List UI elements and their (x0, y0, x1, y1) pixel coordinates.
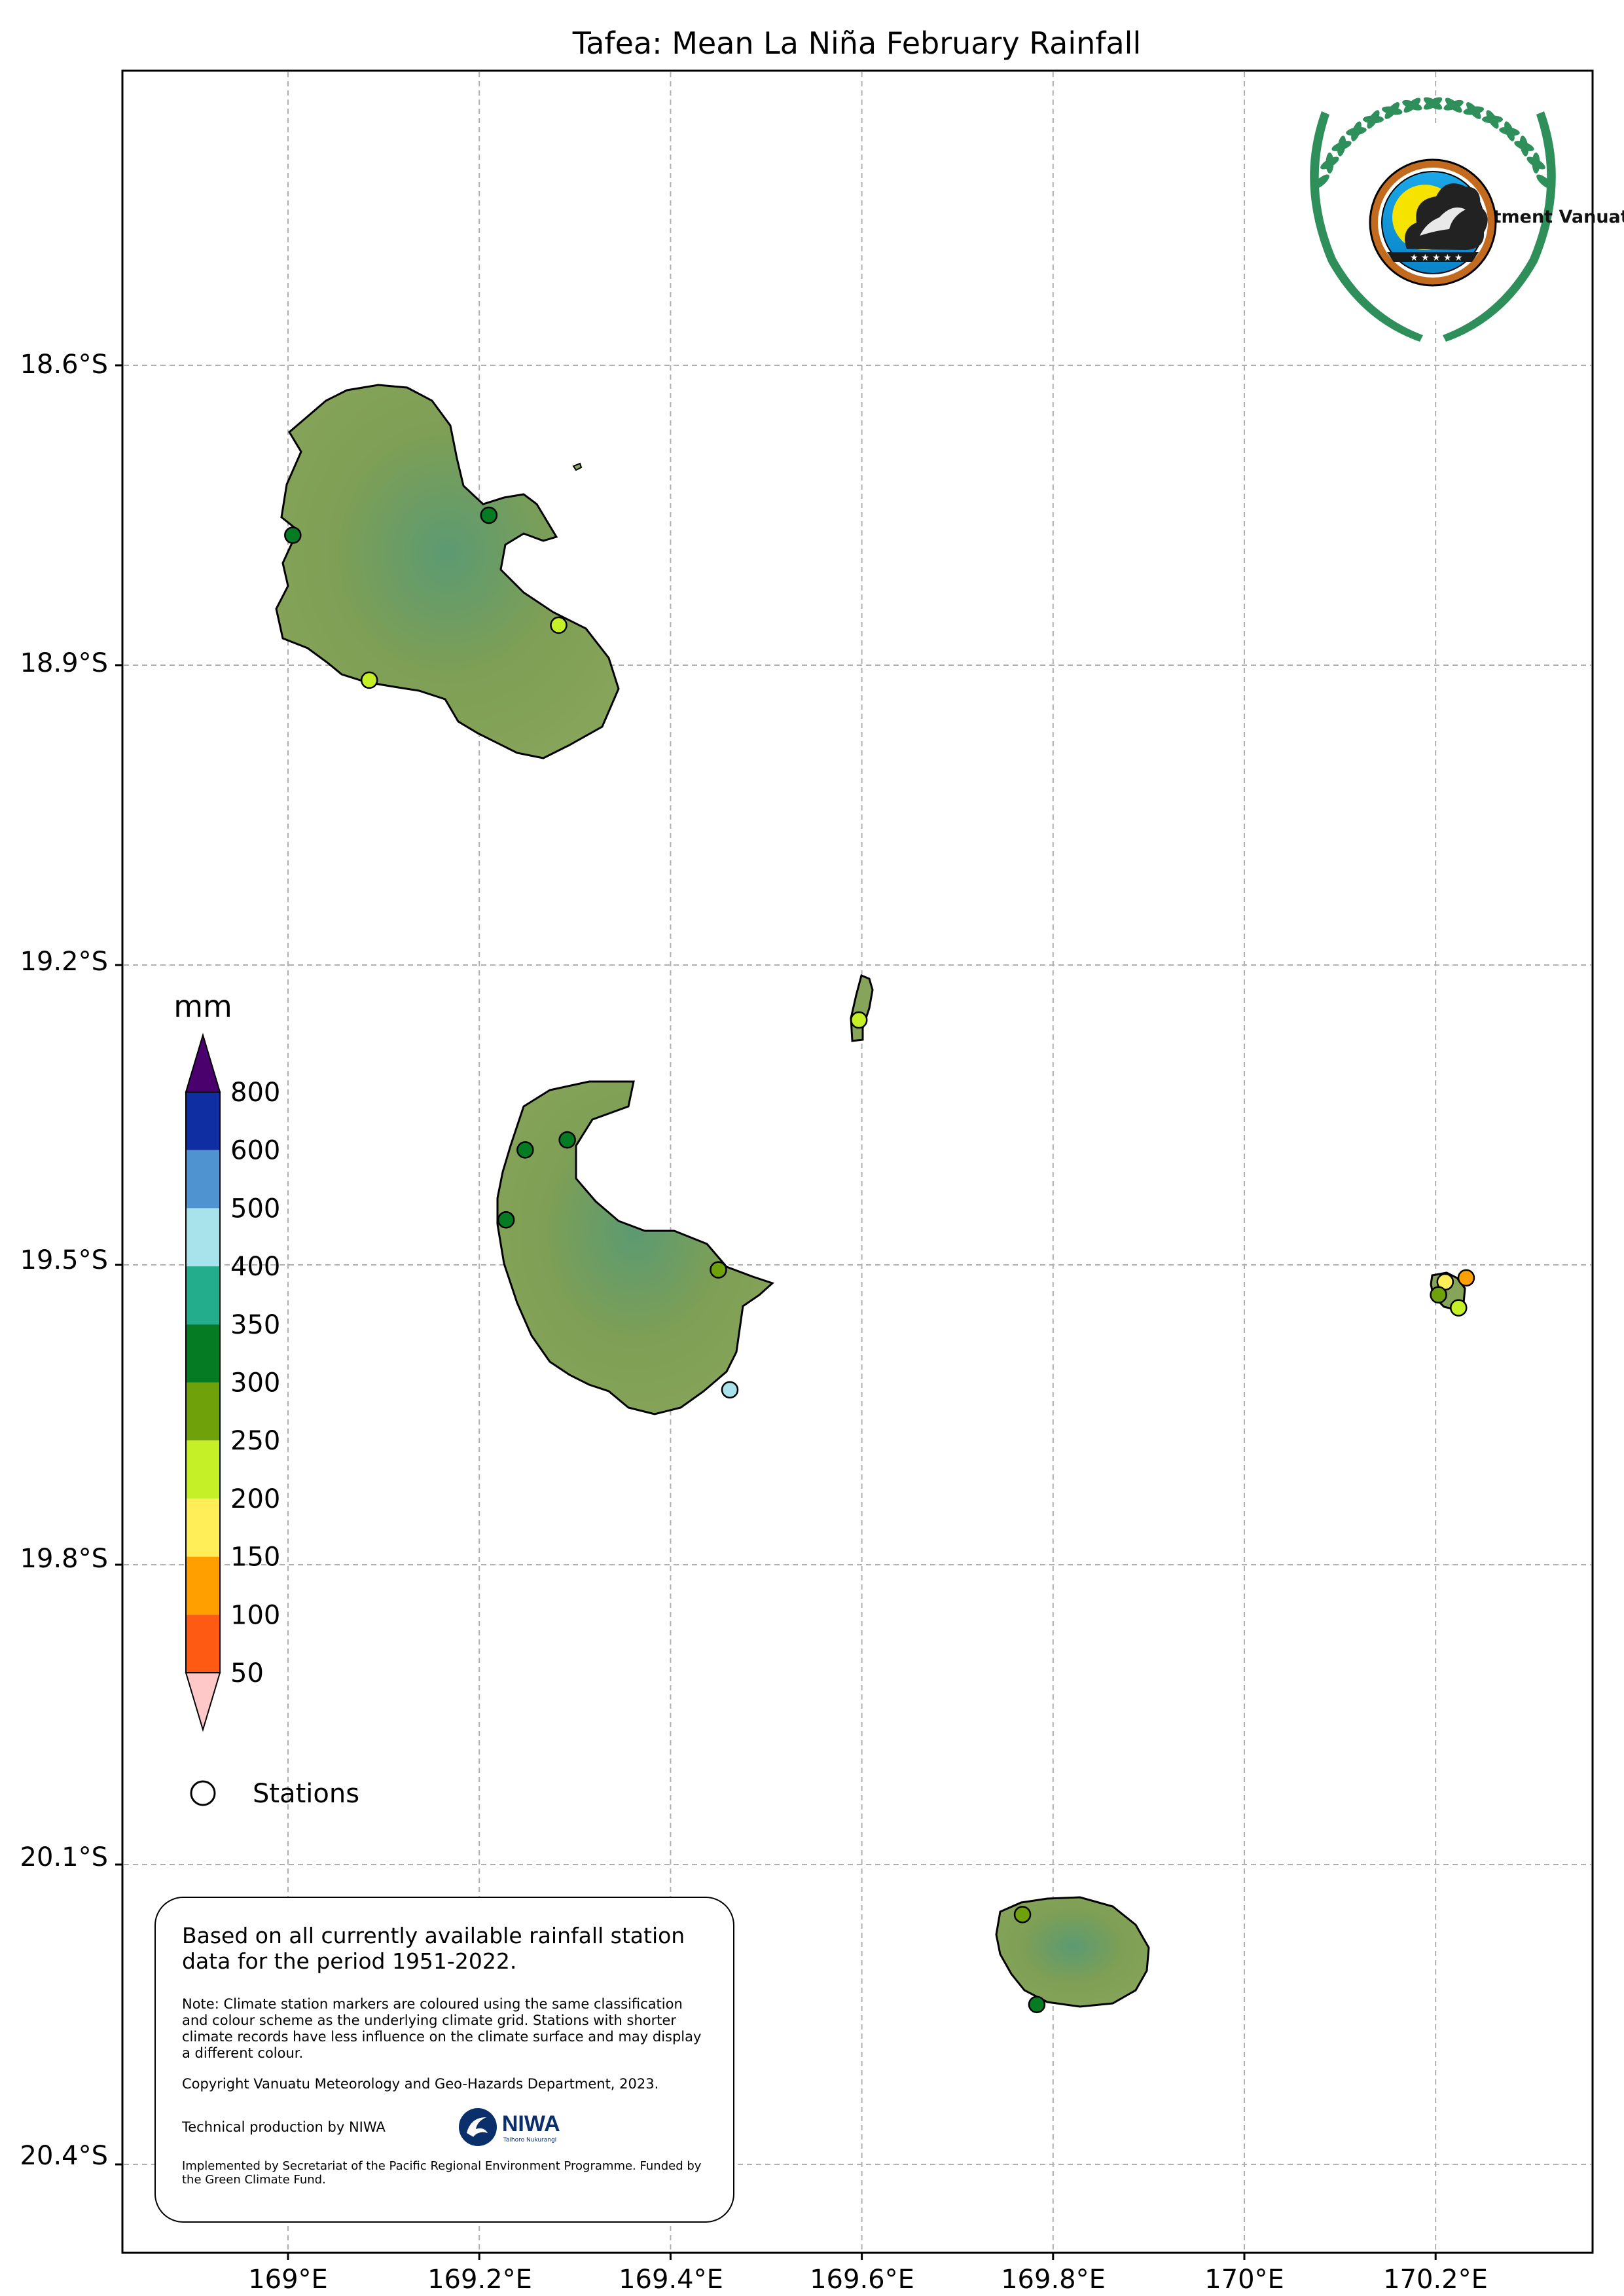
colorbar-tick-label: 800 (230, 1078, 280, 1108)
laurel-wreath-icon (1310, 97, 1556, 342)
vanuatu-meteorology-logo: Department Vanuatu Meteorology and Geo-H… (1310, 97, 1624, 342)
stations-legend-label: Stations (253, 1779, 359, 1809)
niwa-logo-text: NIWA (501, 2111, 560, 2136)
map-title: Tafea: Mean La Niña February Rainfall (572, 26, 1142, 61)
x-tick-label: 169.2°E (427, 2265, 532, 2295)
x-tick-label: 170°E (1204, 2265, 1284, 2295)
graticule (115, 72, 1591, 2260)
station-marker (550, 616, 568, 634)
x-tick-label: 169.8°E (1001, 2265, 1106, 2295)
laurel-leaf (1499, 127, 1520, 136)
aneityum-island (995, 1896, 1150, 2008)
stations-legend-marker (190, 1780, 216, 1806)
colorbar-tick-label: 250 (230, 1426, 280, 1456)
islet (572, 462, 583, 471)
y-tick-label: 19.2°S (20, 947, 108, 977)
islands (275, 384, 1466, 2008)
colorbar-tick-label: 400 (230, 1252, 280, 1282)
technical-production-row: Technical production by NIWA NIWA Taihor… (182, 2107, 707, 2147)
x-tick-label: 169°E (248, 2265, 328, 2295)
note-copyright-text: Copyright Vanuatu Meteorology and Geo-Ha… (182, 2076, 659, 2092)
station-marker (497, 1211, 515, 1229)
colorbar-tick-label: 100 (230, 1600, 280, 1630)
station-marker (284, 526, 302, 544)
erromango-island (275, 384, 620, 759)
colorbar-tick-label: 150 (230, 1542, 280, 1573)
colorbar-outline (185, 1091, 221, 1673)
note-detail-text: Note: Climate station markers are colour… (182, 1996, 702, 2061)
colorbar-tick-label: 350 (230, 1310, 280, 1340)
station-marker (360, 671, 378, 689)
station-marker (558, 1131, 576, 1149)
station-marker (1028, 1995, 1046, 2013)
y-tick-label: 19.8°S (20, 1544, 108, 1574)
laurel-leaf (1463, 106, 1485, 115)
colorbar-tick-label: 300 (230, 1368, 280, 1398)
colorbar-bin (186, 1092, 220, 1150)
colorbar-bin (186, 1324, 220, 1383)
niwa-swirl-icon (458, 2108, 497, 2146)
colorbar-bin (186, 1614, 220, 1673)
colorbar-tick-label: 50 (230, 1658, 264, 1688)
station-marker (1013, 1906, 1032, 1923)
x-tick-label: 169.4°E (619, 2265, 723, 2295)
latitude-axis: 18.6°S 18.9°S 19.2°S 19.5°S 19.8°S 20.1°… (20, 350, 108, 2171)
station-marker (850, 1011, 868, 1029)
y-tick-label: 18.9°S (20, 648, 108, 678)
niwa-sub-text: Taihoro Nukurangi (503, 2136, 557, 2143)
station-marker (516, 1141, 534, 1159)
laurel-leaf (1363, 115, 1384, 124)
x-tick-label: 169.6°E (810, 2265, 914, 2295)
laurel-leaf (1526, 156, 1545, 170)
station-marker (1450, 1299, 1468, 1317)
colorbar-bin (186, 1266, 220, 1324)
svg-text:★ ★ ★ ★ ★: ★ ★ ★ ★ ★ (1410, 253, 1463, 263)
colorbar-tick-label: 500 (230, 1194, 280, 1224)
station-marker (1430, 1286, 1447, 1304)
colorbar-tick-label: 600 (230, 1136, 280, 1166)
station-marker (480, 506, 498, 524)
laurel-leaf (1331, 141, 1352, 151)
laurel-leaf (1402, 100, 1422, 111)
colorbar-unit: mm (173, 989, 232, 1024)
station-marker (721, 1381, 739, 1399)
colorbar-bin (186, 1208, 220, 1267)
y-tick-label: 20.1°S (20, 1842, 108, 1872)
y-tick-label: 18.6°S (20, 350, 108, 380)
laurel-leaf (1443, 100, 1464, 111)
station-marker (710, 1261, 727, 1279)
laurel-leaf (1514, 141, 1534, 151)
note-implemented-text: Implemented by Secretariat of the Pacifi… (182, 2159, 702, 2187)
tanna-island (496, 1080, 774, 1415)
colorbar-bin (186, 1150, 220, 1209)
y-tick-label: 20.4°S (20, 2141, 108, 2171)
niwa-logo: NIWA Taihoro Nukurangi (458, 2107, 560, 2147)
longitude-axis: 169°E 169.2°E 169.4°E 169.6°E 169.8°E 17… (248, 2265, 1488, 2295)
laurel-leaf (1536, 174, 1553, 190)
colorbar-bin (186, 1382, 220, 1441)
y-tick-label: 19.5°S (20, 1245, 108, 1275)
colorbar-bin (186, 1556, 220, 1615)
technical-production-text: Technical production by NIWA (182, 2119, 386, 2135)
colorbar-bin (186, 1498, 220, 1557)
colorbar-bin (186, 1440, 220, 1499)
colorbar-tick-label: 200 (230, 1484, 280, 1514)
x-tick-label: 170.2°E (1383, 2265, 1488, 2295)
laurel-leaf (1346, 127, 1367, 136)
note-main-text: Based on all currently available rainfal… (182, 1923, 685, 1974)
info-note-box: Based on all currently available rainfal… (154, 1897, 734, 2223)
laurel-leaf (1423, 97, 1443, 110)
colorbar-legend: 50 100 150 200 250 300 350 400 500 600 800 (185, 1032, 280, 1732)
station-markers (284, 506, 1475, 2013)
laurel-leaf (1482, 115, 1503, 124)
station-marker (1457, 1269, 1475, 1287)
laurel-leaf (1312, 174, 1329, 190)
laurel-leaf (1320, 156, 1339, 170)
laurel-leaf (1381, 106, 1403, 115)
